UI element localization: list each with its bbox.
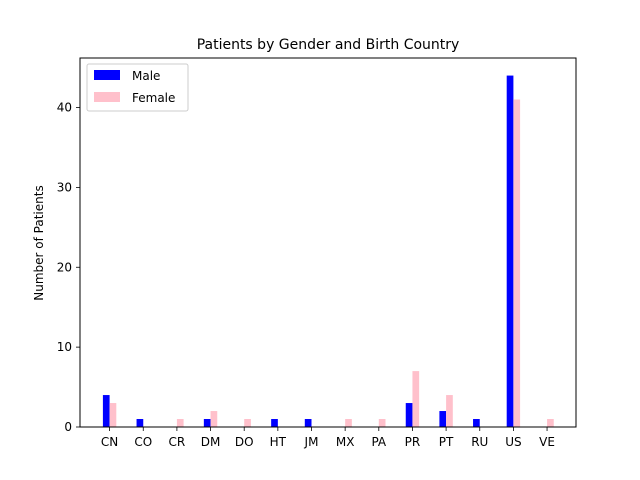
bar-male-dm [203,419,211,427]
y-tick-label-20: 20 [57,260,72,274]
x-tick-label-ve: VE [539,435,555,449]
bar-male-cn [102,395,110,427]
y-axis-label: Number of Patients [32,185,46,300]
x-tick-label-do: DO [235,435,254,449]
legend-label-female: Female [132,91,175,105]
x-tick-label-mx: MX [336,435,355,449]
bar-female-cr [176,419,184,427]
bar-female-dm [210,411,218,427]
bar-male-pr [405,403,413,427]
bar-male-us [506,75,514,427]
x-tick-label-pa: PA [371,435,386,449]
legend: Male Female [86,63,189,112]
y-tick-label-10: 10 [57,340,72,354]
x-tick-label-co: CO [134,435,152,449]
bar-female-cn [109,403,117,427]
bar-male-co [136,419,144,427]
x-ticks-group: CN CO CR DM DO HT JM MX PA PR PT RU US VE [101,427,555,449]
y-tick-label-0: 0 [64,420,72,434]
bar-male-ht [271,419,278,427]
y-tick-label-30: 30 [57,180,72,194]
bar-female-do [244,419,251,427]
x-tick-label-jm: JM [304,435,319,449]
legend-swatch-male [94,70,120,80]
bar-female-pt [446,395,453,427]
plot-frame [79,57,577,428]
legend-label-male: Male [132,69,160,83]
x-tick-label-us: US [505,435,521,449]
bar-female-ve [547,419,554,427]
x-tick-label-ht: HT [270,435,287,449]
bar-male-ru [473,419,480,427]
bar-male-pt [439,411,447,427]
x-tick-label-dm: DM [201,435,221,449]
bar-female-mx [345,419,352,427]
bars-group [102,75,554,427]
x-tick-label-pr: PR [405,435,421,449]
x-tick-label-pt: PT [439,435,454,449]
bar-female-pa [378,419,386,427]
bar-female-us [513,99,521,427]
chart-title: Patients by Gender and Birth Country [197,37,460,53]
bar-male-jm [304,419,312,427]
x-tick-label-ru: RU [471,435,488,449]
x-tick-label-cr: CR [169,435,186,449]
y-tick-label-40: 40 [57,101,72,115]
bar-female-pr [412,371,420,427]
y-ticks-group: 0 10 20 30 40 [57,101,80,434]
x-tick-label-cn: CN [101,435,118,449]
legend-swatch-female [94,92,120,102]
